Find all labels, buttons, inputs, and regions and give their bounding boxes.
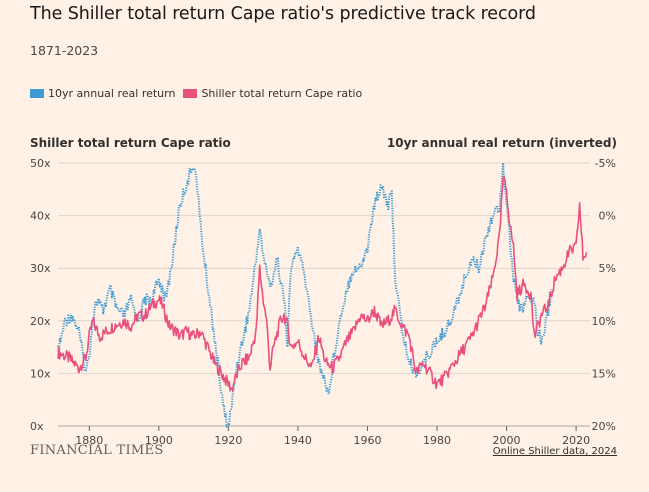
left-tick-label: 50x	[30, 157, 51, 170]
left-tick-label: 20x	[30, 315, 51, 328]
right-tick-label: 10%	[592, 315, 616, 328]
cape-ratio-line	[57, 175, 588, 392]
real-return-line	[57, 161, 553, 428]
left-axis-title: Shiller total return Cape ratio	[30, 136, 231, 150]
legend: 10yr annual real return Shiller total re…	[30, 87, 370, 100]
legend-swatch-return	[30, 89, 44, 98]
legend-label-cape: Shiller total return Cape ratio	[201, 87, 363, 100]
x-tick-label: 1920	[214, 434, 242, 447]
x-tick-label: 1880	[75, 434, 103, 447]
legend-item-return: 10yr annual real return	[30, 87, 175, 100]
legend-label-return: 10yr annual real return	[48, 87, 176, 100]
right-tick-label: 5%	[599, 262, 616, 275]
right-tick-label: 20%	[592, 420, 616, 433]
x-tick-label: 1980	[423, 434, 451, 447]
right-tick-label: -5%	[595, 157, 616, 170]
x-tick-label: 1940	[284, 434, 312, 447]
legend-swatch-cape	[183, 89, 198, 98]
x-tick-label: 1960	[353, 434, 381, 447]
right-axis-title: 10yr annual real return (inverted)	[386, 136, 617, 150]
legend-item-cape: Shiller total return Cape ratio	[183, 87, 362, 100]
source-link[interactable]: Online Shiller data, 2024	[492, 446, 617, 457]
x-tick-label: 2000	[493, 434, 521, 447]
left-tick-label: 0x	[30, 420, 44, 433]
right-tick-label: 15%	[592, 367, 616, 380]
x-tick-label: 2020	[562, 434, 590, 447]
chart-subtitle: 1871-2023	[30, 43, 99, 58]
chart-title: The Shiller total return Cape ratio's pr…	[30, 4, 536, 24]
ft-brand: FINANCIAL TIMES	[30, 443, 164, 458]
x-tick-label: 1900	[145, 434, 173, 447]
right-tick-label: 0%	[599, 210, 616, 223]
left-tick-label: 10x	[30, 367, 51, 380]
left-tick-label: 40x	[30, 210, 51, 223]
left-tick-label: 30x	[30, 262, 51, 275]
